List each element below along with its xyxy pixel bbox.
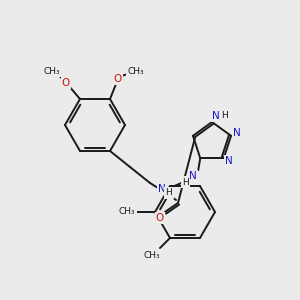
Text: CH₃: CH₃ [128, 67, 144, 76]
Text: H: H [182, 178, 189, 187]
Text: CH₃: CH₃ [144, 251, 160, 260]
Text: N: N [225, 156, 232, 166]
Text: O: O [156, 213, 164, 223]
Text: O: O [114, 74, 122, 84]
Text: CH₃: CH₃ [119, 208, 135, 217]
Text: CH₃: CH₃ [44, 67, 60, 76]
Text: O: O [62, 78, 70, 88]
Text: N: N [158, 184, 166, 194]
Text: H: H [222, 112, 228, 121]
Text: N: N [189, 171, 197, 181]
Text: N: N [233, 128, 241, 138]
Text: N: N [212, 111, 220, 121]
Text: H: H [166, 188, 172, 197]
